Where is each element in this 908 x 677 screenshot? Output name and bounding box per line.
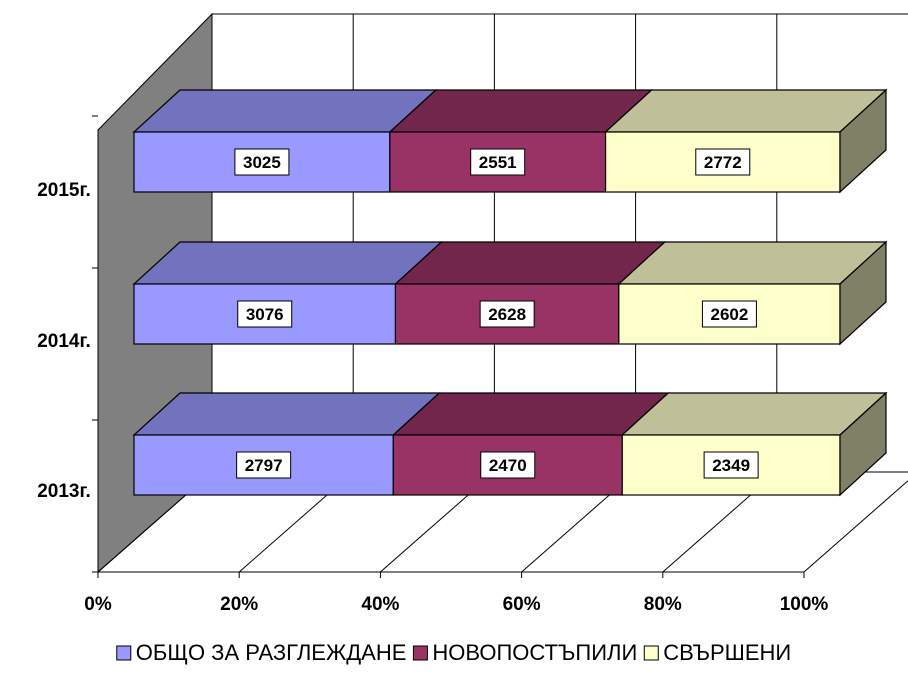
category-label: 2013г. (37, 481, 91, 502)
data-label-box (695, 148, 751, 176)
data-label: 2772 (704, 153, 742, 172)
legend-swatch (412, 645, 428, 661)
bar-top (391, 392, 670, 436)
data-label-box (237, 300, 293, 328)
data-label: 2349 (712, 456, 750, 475)
bar-top (604, 89, 888, 133)
bar-top (393, 241, 667, 285)
data-label: 2602 (711, 305, 749, 324)
x-tick-label: 80% (644, 594, 682, 615)
x-tick-label: 100% (780, 594, 829, 615)
data-label-box (701, 300, 757, 328)
data-label-box (234, 148, 290, 176)
category-label: 2015г. (37, 180, 91, 201)
bar-side (839, 391, 887, 497)
bar-top (617, 241, 888, 285)
data-label-box (703, 451, 759, 479)
category-label: 2014г. (37, 331, 91, 352)
bar-top (132, 392, 441, 436)
legend-swatch (643, 645, 659, 661)
data-label: 3025 (243, 153, 281, 172)
x-tick-label: 20% (220, 594, 258, 615)
x-tick-label: 40% (361, 594, 399, 615)
data-label: 2797 (245, 456, 283, 475)
legend-label: СВЪРШЕНИ (663, 640, 791, 665)
data-label-box (470, 148, 526, 176)
legend-swatch (116, 645, 132, 661)
data-label-box (480, 451, 536, 479)
bar-side (839, 240, 887, 346)
data-label: 2551 (479, 153, 517, 172)
legend-label: ОБЩО ЗА РАЗГЛЕЖДАНЕ (136, 640, 407, 665)
x-tick-label: 0% (84, 594, 112, 615)
data-label: 2628 (488, 305, 526, 324)
data-label: 3076 (246, 305, 284, 324)
floor (96, 471, 908, 573)
data-label: 2470 (489, 456, 527, 475)
data-label-box (479, 300, 535, 328)
data-label-box (236, 451, 292, 479)
bar-top (132, 241, 444, 285)
x-tick-label: 60% (503, 594, 541, 615)
bar-top (132, 89, 438, 133)
legend-label: НОВОПОСТЪПИЛИ (432, 640, 637, 665)
bar-side (839, 88, 887, 194)
